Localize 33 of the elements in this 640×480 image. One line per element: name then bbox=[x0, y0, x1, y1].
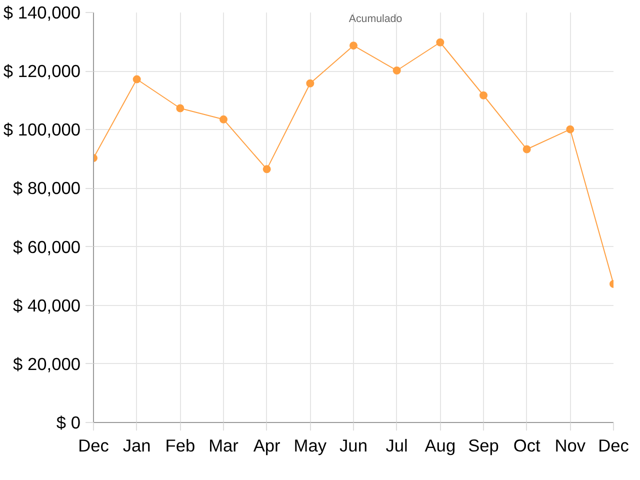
point bbox=[132, 75, 141, 84]
x-tick-label: Sep bbox=[468, 436, 499, 456]
x-tick-label: Jan bbox=[122, 436, 151, 456]
y-tick-label: $ 20,000 bbox=[13, 354, 80, 374]
point bbox=[392, 66, 401, 74]
x-tick-label: Apr bbox=[253, 436, 281, 456]
point bbox=[176, 104, 184, 112]
y-tick-label: $ 100,000 bbox=[3, 120, 81, 140]
x-tick-label: Jul bbox=[386, 436, 408, 456]
x-tick-label: Dec bbox=[598, 436, 630, 456]
point bbox=[262, 165, 271, 174]
point bbox=[436, 38, 444, 46]
x-tick-label: Nov bbox=[554, 436, 586, 456]
y-tick-label: $ 140,000 bbox=[3, 2, 81, 22]
point bbox=[566, 125, 574, 134]
y-tick-label: $ 80,000 bbox=[13, 178, 80, 198]
point bbox=[220, 115, 228, 124]
point bbox=[306, 79, 314, 88]
point bbox=[522, 145, 531, 154]
x-tick-label: May bbox=[294, 436, 327, 456]
x-tick-label: Dec bbox=[78, 436, 110, 456]
point bbox=[480, 91, 488, 100]
y-tick-label: $ 60,000 bbox=[13, 236, 80, 257]
x-tick-label: Feb bbox=[165, 436, 196, 456]
x-tick-label: Jun bbox=[340, 436, 368, 456]
x-tick-label: Oct bbox=[513, 436, 540, 456]
series-label: Acumulado bbox=[348, 13, 402, 25]
y-tick-label: $ 40,000 bbox=[13, 295, 80, 316]
y-tick-label: $ 0 bbox=[56, 412, 81, 432]
y-tick-label: $ 120,000 bbox=[3, 61, 81, 82]
x-tick-label: Aug bbox=[424, 436, 456, 456]
point bbox=[350, 42, 358, 50]
x-tick-label: Mar bbox=[208, 436, 239, 456]
